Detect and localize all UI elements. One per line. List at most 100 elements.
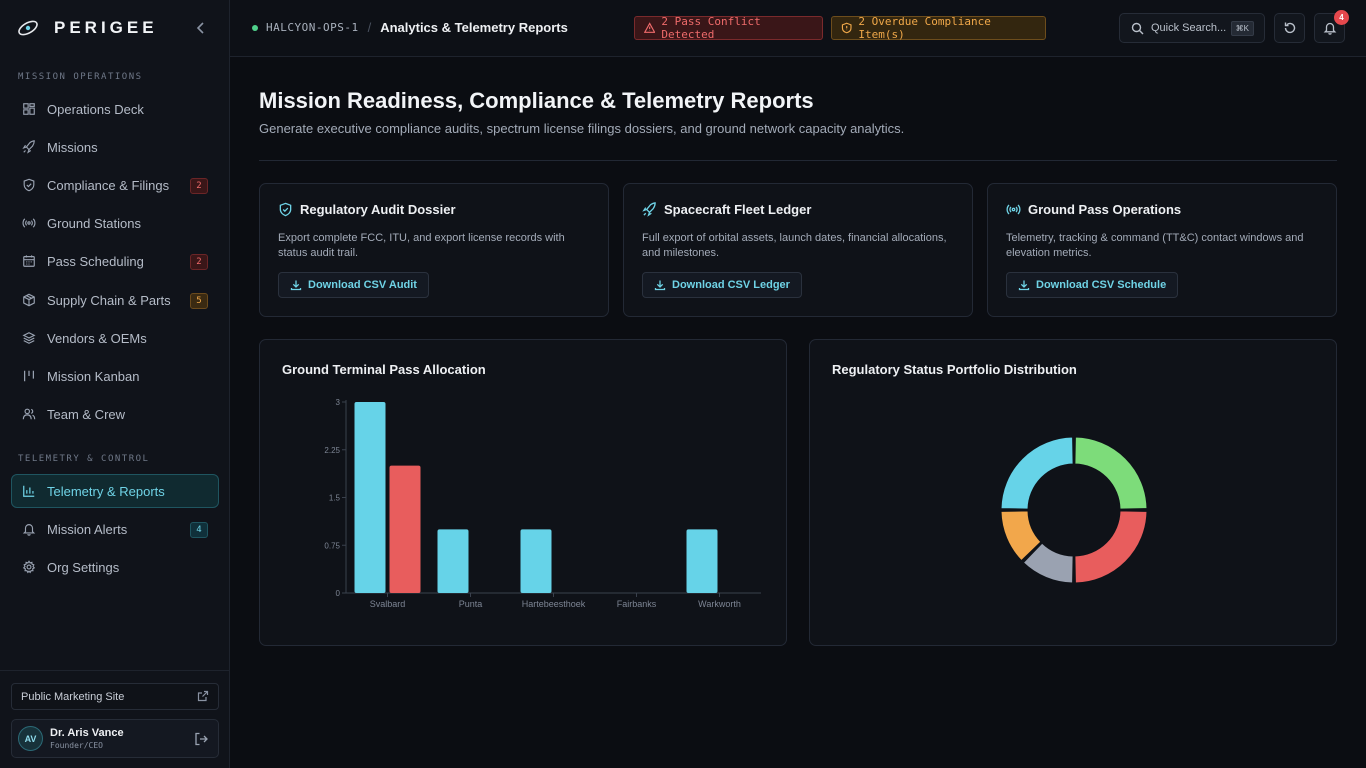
notifications-button[interactable]: 4 — [1314, 10, 1349, 43]
pass-allocation-bar-chart: 0 0.75 1.5 2.25 3 Svalbard Punta Hartebeesthoek… — [324, 398, 761, 609]
sidebar-item-compliance-filings[interactable]: Compliance & Filings 2 — [11, 168, 219, 202]
quick-search-input[interactable]: Quick Search... ⌘K — [1119, 13, 1265, 43]
sidebar-item-label: Vendors & OEMs — [47, 330, 147, 346]
compliance-count-badge: 2 — [190, 178, 208, 194]
rocket-icon — [642, 202, 656, 217]
warning-triangle-icon — [644, 22, 656, 33]
refresh-button[interactable] — [1274, 13, 1305, 43]
breadcrumb: HALCYON-OPS-1 / Analytics & Telemetry Re… — [252, 20, 568, 35]
regulatory-distribution-panel: Regulatory Status Portfolio Distribution — [809, 339, 1337, 646]
broadcast-icon — [21, 215, 37, 231]
avatar: AV — [18, 726, 43, 751]
sidebar-item-missions[interactable]: Missions — [11, 130, 219, 164]
donut-slice-1[interactable] — [1074, 436, 1148, 510]
y-tick-label: 0.75 — [324, 541, 340, 550]
pass-scheduling-count-badge: 2 — [190, 254, 208, 270]
card-header: Ground Pass Operations — [1006, 202, 1181, 217]
chart-title: Ground Terminal Pass Allocation — [282, 362, 486, 377]
supply-chain-count-badge: 5 — [190, 293, 208, 309]
pass-conflict-alert[interactable]: 2 Pass Conflict Detected — [634, 15, 823, 41]
bar-warkworth-series-1[interactable] — [686, 529, 718, 593]
public-marketing-site-link[interactable]: Public Marketing Site — [11, 683, 219, 710]
user-profile[interactable]: AV Dr. Aris Vance Founder/CEO — [11, 719, 219, 758]
card-title: Spacecraft Fleet Ledger — [664, 202, 812, 217]
sidebar-item-org-settings[interactable]: Org Settings — [11, 550, 219, 584]
download-csv-schedule-button[interactable]: Download CSV Schedule — [1006, 272, 1179, 298]
shield-check-icon — [279, 202, 292, 217]
download-icon — [654, 280, 666, 291]
sidebar-item-mission-alerts[interactable]: Mission Alerts 4 — [11, 512, 219, 546]
x-tick-label: Punta — [459, 599, 483, 609]
chart-title: Regulatory Status Portfolio Distribution — [832, 362, 1077, 377]
calendar-icon — [21, 253, 37, 269]
bar-svalbard-series-2[interactable] — [389, 465, 421, 593]
x-tick-label: Fairbanks — [617, 599, 657, 609]
donut-slice-3[interactable] — [1022, 542, 1074, 584]
download-icon — [290, 280, 302, 291]
overdue-compliance-alert-label: 2 Overdue Compliance Item(s) — [858, 15, 991, 41]
download-csv-audit-button[interactable]: Download CSV Audit — [278, 272, 429, 298]
sidebar-item-label: Missions — [47, 139, 98, 155]
grid-icon — [21, 101, 37, 117]
users-icon — [21, 406, 37, 422]
sidebar-item-label: Team & Crew — [47, 406, 126, 422]
card-description: Telemetry, tracking & command (TT&C) con… — [1006, 232, 1304, 259]
search-shortcut-hint: ⌘K — [1230, 21, 1254, 36]
logout-icon[interactable] — [194, 732, 208, 746]
button-label: Download CSV Schedule — [1036, 279, 1167, 291]
brand-name: PERIGEE — [54, 18, 158, 37]
sidebar-item-telemetry-reports[interactable]: Telemetry & Reports — [11, 474, 219, 508]
x-tick-label: Hartebeesthoek — [522, 599, 586, 609]
user-info: Dr. Aris Vance Founder/CEO — [50, 727, 124, 750]
sidebar-item-mission-kanban[interactable]: Mission Kanban — [11, 359, 219, 393]
sidebar-item-label: Operations Deck — [47, 101, 144, 117]
y-tick-label: 1.5 — [329, 494, 341, 503]
status-dot — [252, 24, 258, 31]
card-header: Regulatory Audit Dossier — [278, 202, 456, 217]
main-content: Mission Readiness, Compliance & Telemetr… — [230, 57, 1366, 768]
donut-slice-5[interactable] — [1000, 436, 1074, 510]
bar-hartebeesthoek-series-1[interactable] — [520, 529, 552, 593]
sidebar-item-label: Mission Alerts — [47, 521, 128, 537]
sidebar-item-supply-chain-parts[interactable]: Supply Chain & Parts 5 — [11, 283, 219, 317]
x-tick-label: Warkworth — [698, 599, 741, 609]
sidebar-item-ground-stations[interactable]: Ground Stations — [11, 206, 219, 240]
sidebar-item-pass-scheduling[interactable]: Pass Scheduling 2 — [11, 244, 219, 278]
user-role: Founder/CEO — [50, 741, 103, 750]
sidebar-footer: Public Marketing Site AV Dr. Aris Vance … — [0, 670, 230, 768]
divider — [259, 160, 1337, 161]
download-csv-ledger-button[interactable]: Download CSV Ledger — [642, 272, 802, 298]
bar-chart-icon — [21, 483, 37, 499]
user-name: Dr. Aris Vance — [50, 727, 124, 739]
top-bar: HALCYON-OPS-1 / Analytics & Telemetry Re… — [230, 0, 1366, 57]
breadcrumb-separator: / — [367, 20, 372, 35]
bar-svalbard-series-1[interactable] — [354, 402, 386, 593]
broadcast-icon — [1006, 204, 1021, 215]
sidebar-item-label: Org Settings — [47, 559, 120, 575]
page-title: Mission Readiness, Compliance & Telemetr… — [259, 88, 814, 113]
x-tick-label: Svalbard — [370, 599, 406, 609]
card-title: Ground Pass Operations — [1028, 202, 1182, 217]
section-label-mission-operations: MISSION OPERATIONS — [18, 72, 143, 82]
sidebar-item-label: Supply Chain & Parts — [47, 292, 171, 308]
donut-slice-2[interactable] — [1074, 510, 1148, 584]
chevron-left-icon[interactable] — [194, 20, 208, 36]
workspace-name[interactable]: HALCYON-OPS-1 — [266, 21, 359, 34]
breadcrumb-current-page: Analytics & Telemetry Reports — [380, 20, 568, 35]
sidebar-item-operations-deck[interactable]: Operations Deck — [11, 92, 219, 126]
perigee-logo-icon — [18, 20, 38, 36]
search-placeholder: Quick Search... — [1151, 22, 1227, 34]
bell-icon — [21, 521, 37, 537]
y-tick-label: 0 — [336, 589, 341, 598]
sidebar-item-label: Compliance & Filings — [47, 177, 170, 193]
button-label: Download CSV Audit — [308, 279, 417, 291]
bar-punta-series-1[interactable] — [437, 529, 469, 593]
bell-icon — [1323, 22, 1336, 35]
sidebar-item-team-crew[interactable]: Team & Crew — [11, 397, 219, 431]
sidebar-item-vendors-oems[interactable]: Vendors & OEMs — [11, 321, 219, 355]
brand: PERIGEE — [0, 0, 230, 56]
overdue-compliance-alert[interactable]: 2 Overdue Compliance Item(s) — [831, 15, 1046, 41]
card-description: Export complete FCC, ITU, and export lic… — [278, 232, 565, 259]
donut-slice-4[interactable] — [1000, 510, 1042, 562]
pass-conflict-alert-label: 2 Pass Conflict Detected — [661, 15, 761, 41]
